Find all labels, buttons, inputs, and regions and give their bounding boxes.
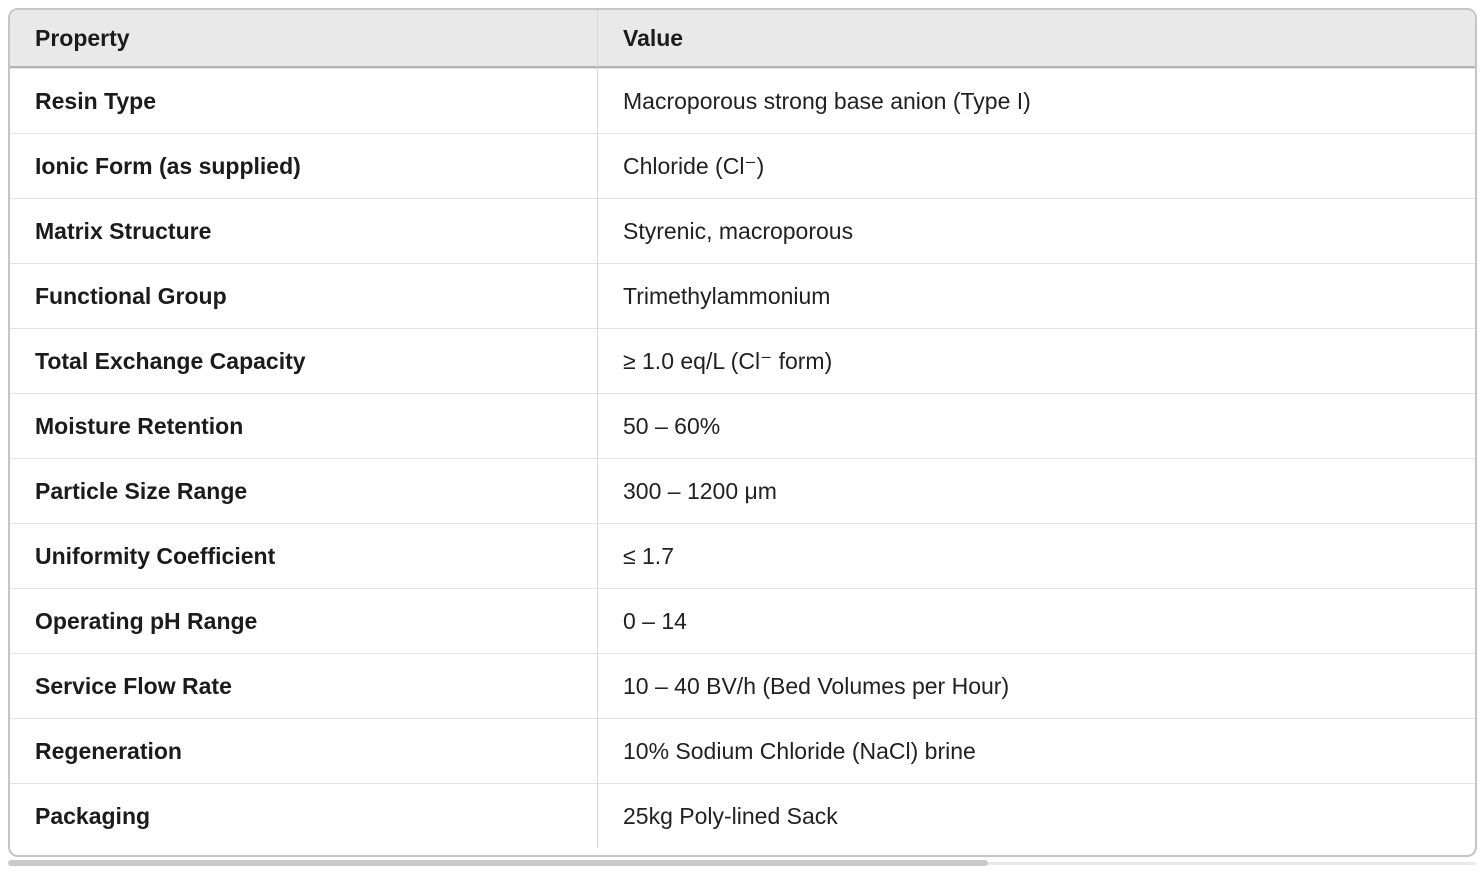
- value-cell: Trimethylammonium: [598, 263, 1475, 328]
- property-cell: Service Flow Rate: [10, 653, 598, 718]
- spec-table-container: Property Value Resin Type Macroporous st…: [8, 8, 1477, 857]
- table-body: Resin Type Macroporous strong base anion…: [10, 68, 1475, 848]
- table-row: Matrix Structure Styrenic, macroporous: [10, 198, 1475, 263]
- value-cell: 10 – 40 BV/h (Bed Volumes per Hour): [598, 653, 1475, 718]
- property-cell: Ionic Form (as supplied): [10, 133, 598, 198]
- property-cell: Resin Type: [10, 68, 598, 133]
- table-row: Ionic Form (as supplied) Chloride (Cl⁻): [10, 133, 1475, 198]
- table-row: Resin Type Macroporous strong base anion…: [10, 68, 1475, 133]
- property-cell: Packaging: [10, 783, 598, 848]
- table-row: Total Exchange Capacity ≥ 1.0 eq/L (Cl⁻ …: [10, 328, 1475, 393]
- value-cell: Macroporous strong base anion (Type I): [598, 68, 1475, 133]
- property-cell: Uniformity Coefficient: [10, 523, 598, 588]
- header-row: Property Value: [10, 10, 1475, 68]
- property-cell: Total Exchange Capacity: [10, 328, 598, 393]
- value-cell: 50 – 60%: [598, 393, 1475, 458]
- value-cell: 10% Sodium Chloride (NaCl) brine: [598, 718, 1475, 783]
- value-cell: ≤ 1.7: [598, 523, 1475, 588]
- table-header: Property Value: [10, 10, 1475, 68]
- value-cell: 25kg Poly-lined Sack: [598, 783, 1475, 848]
- column-header-value: Value: [598, 10, 1475, 68]
- property-cell: Regeneration: [10, 718, 598, 783]
- property-cell: Particle Size Range: [10, 458, 598, 523]
- table-row: Service Flow Rate 10 – 40 BV/h (Bed Volu…: [10, 653, 1475, 718]
- value-cell: 300 – 1200 μm: [598, 458, 1475, 523]
- spec-table: Property Value Resin Type Macroporous st…: [10, 10, 1475, 848]
- table-row: Packaging 25kg Poly-lined Sack: [10, 783, 1475, 848]
- table-row: Moisture Retention 50 – 60%: [10, 393, 1475, 458]
- property-cell: Functional Group: [10, 263, 598, 328]
- property-cell: Matrix Structure: [10, 198, 598, 263]
- table-row: Particle Size Range 300 – 1200 μm: [10, 458, 1475, 523]
- table-row: Regeneration 10% Sodium Chloride (NaCl) …: [10, 718, 1475, 783]
- property-cell: Operating pH Range: [10, 588, 598, 653]
- value-cell: Styrenic, macroporous: [598, 198, 1475, 263]
- table-row: Operating pH Range 0 – 14: [10, 588, 1475, 653]
- value-cell: 0 – 14: [598, 588, 1475, 653]
- table-row: Uniformity Coefficient ≤ 1.7: [10, 523, 1475, 588]
- property-cell: Moisture Retention: [10, 393, 598, 458]
- horizontal-scrollbar-thumb[interactable]: [8, 860, 988, 866]
- table-row: Functional Group Trimethylammonium: [10, 263, 1475, 328]
- value-cell: Chloride (Cl⁻): [598, 133, 1475, 198]
- column-header-property: Property: [10, 10, 598, 68]
- value-cell: ≥ 1.0 eq/L (Cl⁻ form): [598, 328, 1475, 393]
